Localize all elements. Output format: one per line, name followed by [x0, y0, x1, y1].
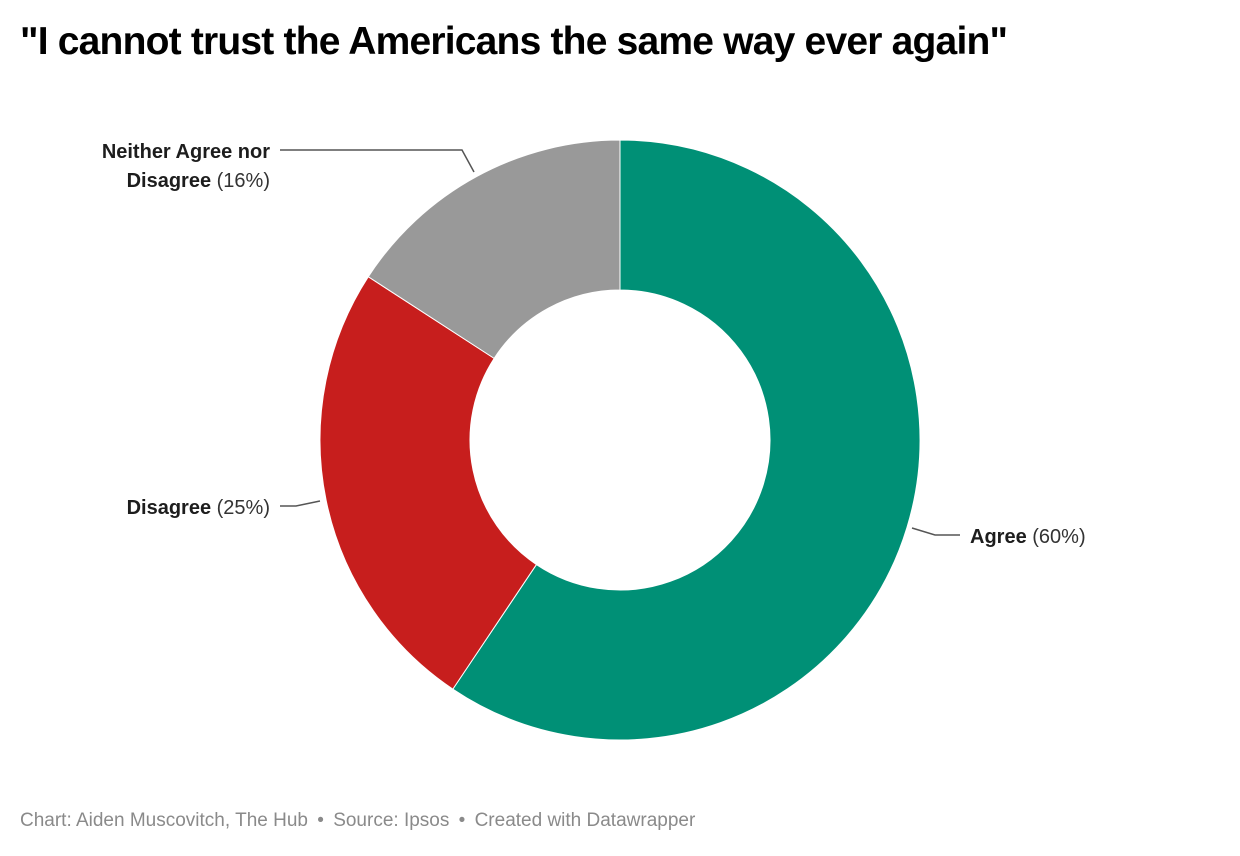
leader-line-disagree — [280, 500, 321, 507]
slice-label-neither-line1: Neither Agree nor — [102, 141, 270, 163]
leader-line-agree — [911, 527, 960, 536]
slices-group — [319, 139, 921, 741]
slice-label-disagree: Disagree (25%) — [127, 497, 270, 519]
slice-label-neither-name1: Neither Agree nor — [102, 141, 270, 163]
chart-footer: Chart: Aiden Muscovitch, The Hub • Sourc… — [20, 810, 695, 832]
slice-label-neither-line2: Disagree (16%) — [127, 170, 270, 192]
slice-label-disagree-pct: (25%) — [217, 497, 270, 519]
chart-tool-credit: Created with Datawrapper — [474, 810, 696, 831]
leader-line-neither — [280, 149, 475, 173]
chart-source: Source: Ipsos — [333, 810, 450, 831]
slice-label-neither-name2: Disagree — [127, 170, 212, 192]
donut-slice-disagree — [319, 276, 538, 690]
slice-label-agree: Agree (60%) — [970, 526, 1086, 548]
footer-separator: • — [317, 810, 324, 831]
donut-slice-neither-agree-nor-disagree — [367, 139, 621, 360]
slice-label-agree-name: Agree — [970, 526, 1027, 548]
footer-separator: • — [458, 810, 466, 831]
slice-label-neither-pct: (16%) — [217, 170, 270, 192]
slice-label-agree-pct: (60%) — [1032, 526, 1085, 548]
chart-title: "I cannot trust the Americans the same w… — [20, 20, 1008, 63]
donut-slice-agree — [452, 139, 921, 741]
chart-credit: Chart: Aiden Muscovitch, The Hub — [20, 810, 308, 831]
slice-label-disagree-name: Disagree — [127, 497, 212, 519]
